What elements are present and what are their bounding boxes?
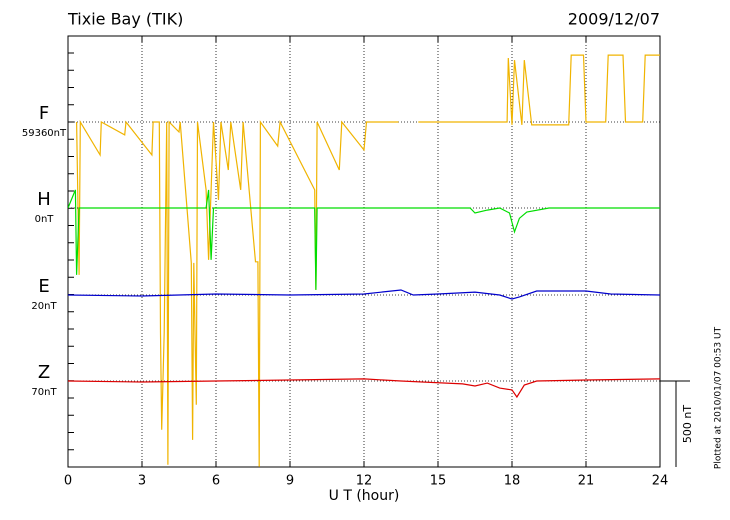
series-line xyxy=(68,189,660,290)
series-name: H xyxy=(37,189,51,210)
series-line xyxy=(68,289,660,300)
chart-date: 2009/12/07 xyxy=(568,10,660,29)
scale-bar-label: 500 nT xyxy=(681,405,694,443)
series-line xyxy=(76,54,660,467)
x-tick-label: 18 xyxy=(504,474,521,489)
x-tick-label: 12 xyxy=(356,474,373,489)
baseline-label: 0nT xyxy=(35,214,55,225)
x-tick-label: 24 xyxy=(652,474,669,489)
series-name: Z xyxy=(38,362,50,383)
footnote: Plotted at 2010/01/07 00:53 UT xyxy=(714,326,724,469)
x-axis-label: U T (hour) xyxy=(329,488,400,504)
x-tick-label: 3 xyxy=(138,474,146,489)
series-name: E xyxy=(38,276,49,297)
x-tick-label: 21 xyxy=(578,474,595,489)
series-line xyxy=(68,378,660,399)
x-tick-label: 9 xyxy=(286,474,294,489)
plot-lines xyxy=(68,54,660,467)
baseline-label: 70nT xyxy=(31,387,57,398)
x-tick-label: 0 xyxy=(64,474,72,489)
chart-title: Tixie Bay (TIK) xyxy=(67,10,183,29)
baseline-label: 59360nT xyxy=(22,128,67,139)
baseline-label: 20nT xyxy=(31,301,57,312)
x-tick-label: 6 xyxy=(212,474,220,489)
x-tick-label: 15 xyxy=(430,474,447,489)
series-name: F xyxy=(39,103,49,124)
